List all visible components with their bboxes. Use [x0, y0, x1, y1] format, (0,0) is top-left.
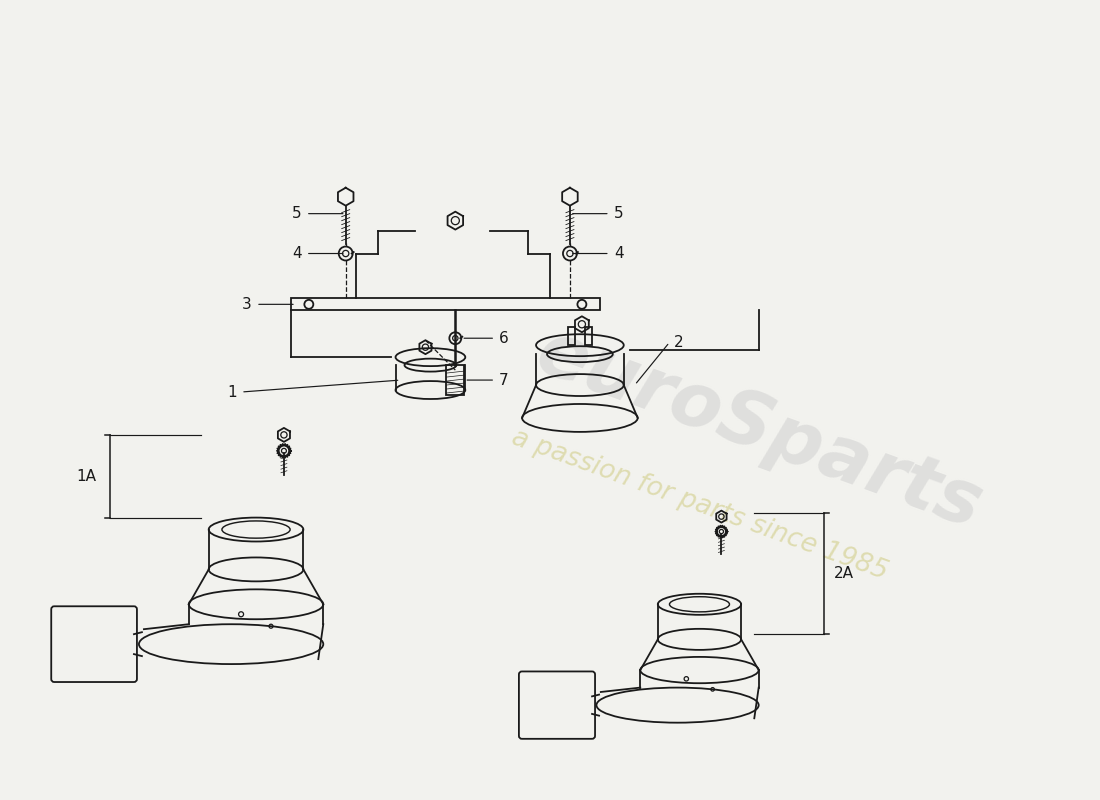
- Text: 5: 5: [293, 206, 301, 221]
- Bar: [568, 327, 575, 345]
- Text: 6: 6: [499, 330, 509, 346]
- Text: 1: 1: [228, 385, 238, 399]
- Text: 2: 2: [673, 334, 683, 350]
- Text: 3: 3: [242, 297, 252, 312]
- Text: a passion for parts since 1985: a passion for parts since 1985: [508, 424, 891, 585]
- Bar: [290, 298, 600, 310]
- Text: 4: 4: [614, 246, 624, 261]
- Bar: [585, 327, 592, 345]
- Text: 4: 4: [293, 246, 301, 261]
- Text: 2A: 2A: [834, 566, 854, 581]
- Text: 7: 7: [499, 373, 509, 387]
- Text: euroSparts: euroSparts: [527, 315, 992, 544]
- Bar: [447, 365, 464, 395]
- Text: 5: 5: [614, 206, 624, 221]
- Text: 1A: 1A: [77, 469, 97, 484]
